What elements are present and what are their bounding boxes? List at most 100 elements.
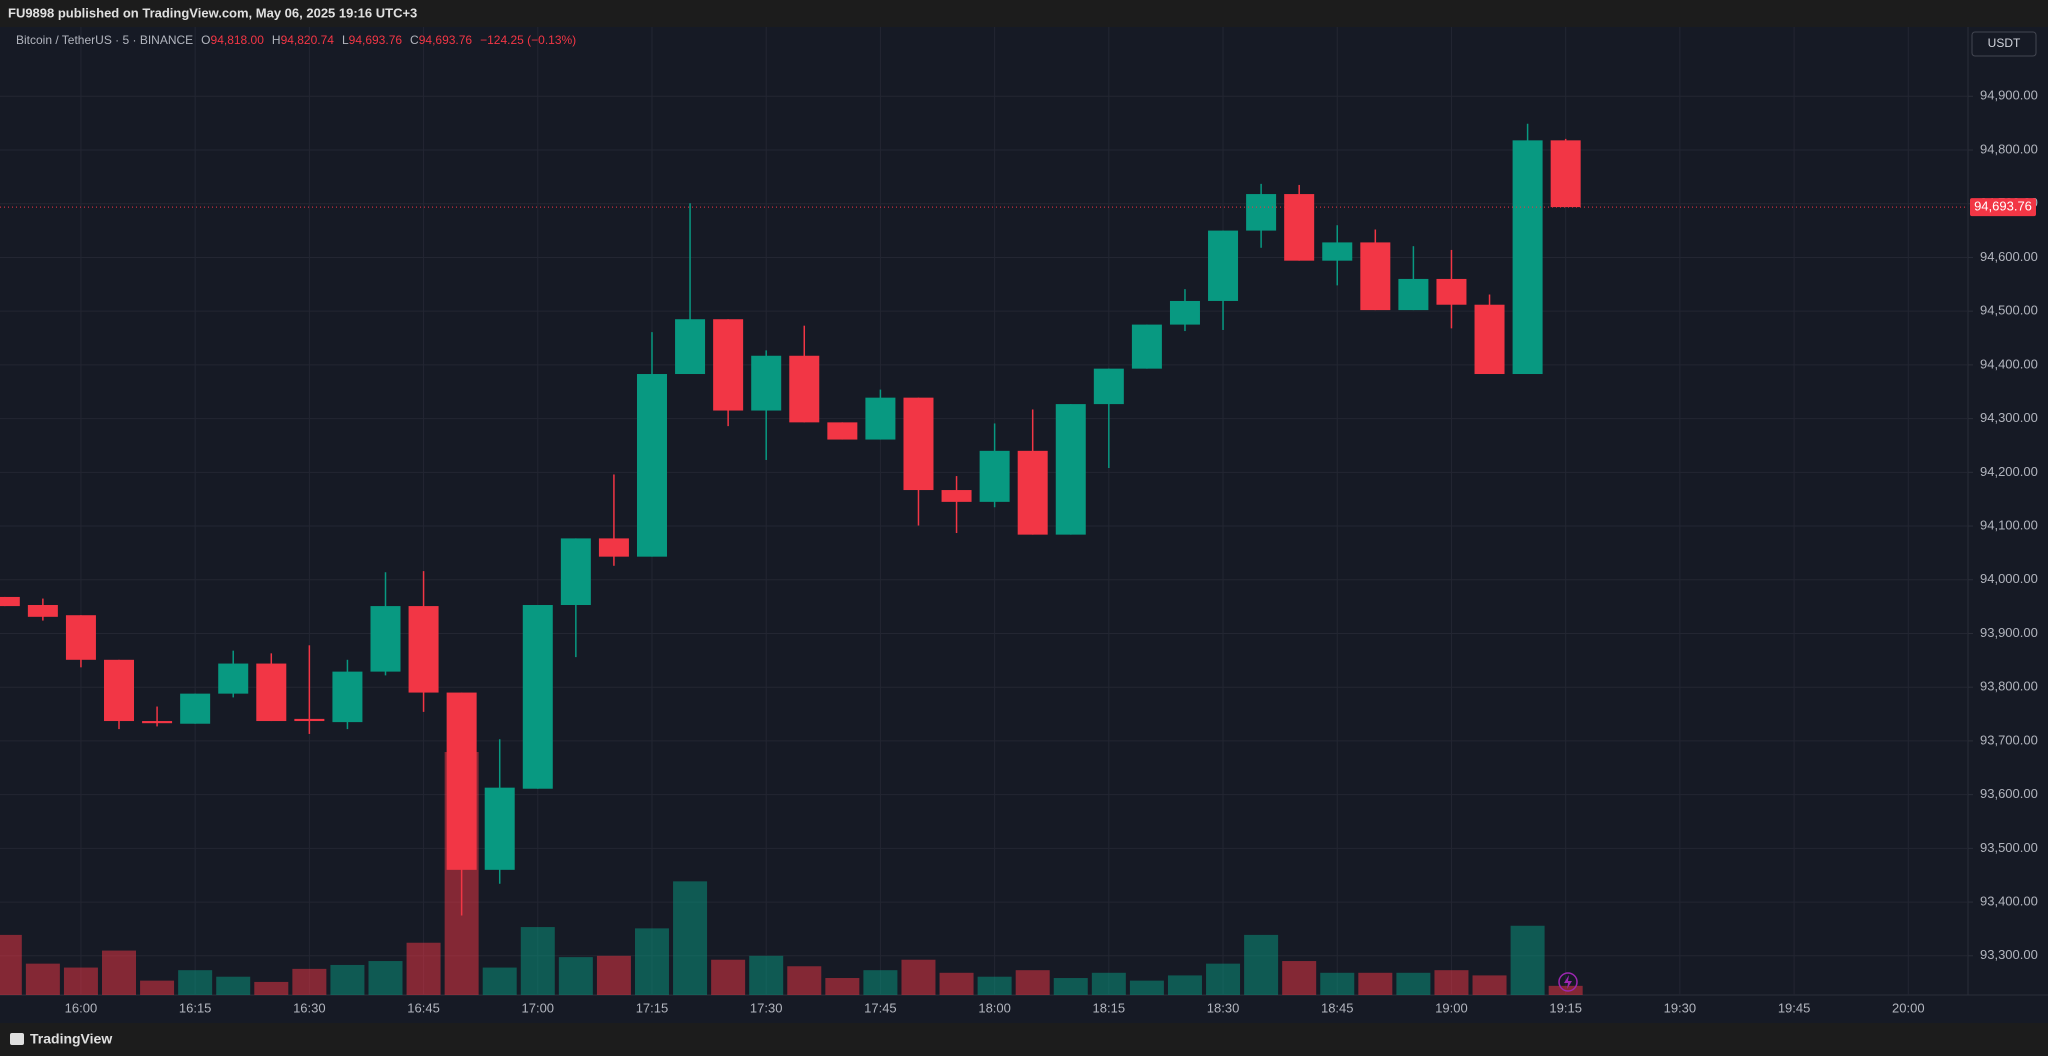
y-tick-label: 93,900.00 [1980, 625, 2038, 640]
candle-body [1055, 404, 1086, 535]
y-tick-label: 94,900.00 [1980, 88, 2038, 103]
candle-body [675, 319, 706, 375]
volume-bar [1434, 970, 1469, 995]
volume-bar [901, 959, 936, 995]
volume-bar [63, 967, 98, 995]
y-tick-label: 93,300.00 [1980, 947, 2038, 962]
ohlc-key: H [272, 33, 281, 47]
candle-body [65, 615, 96, 660]
y-tick-label: 94,300.00 [1980, 410, 2038, 425]
change-value: −124.25 (−0.13%) [480, 33, 576, 47]
volume-bar [1472, 975, 1507, 995]
last-price-label: 94,693.76 [1974, 199, 2032, 214]
volume-bar [673, 881, 708, 995]
candle-body [1398, 278, 1429, 311]
y-tick-label: 93,800.00 [1980, 679, 2038, 694]
brand-logo [10, 1033, 24, 1045]
candle-body [1474, 304, 1505, 375]
candle-body [332, 671, 363, 723]
currency-button[interactable] [1971, 31, 2037, 57]
x-tick-label: 18:45 [1321, 1000, 1354, 1015]
volume-bar [1091, 972, 1126, 995]
y-tick-label: 94,100.00 [1980, 517, 2038, 532]
candle-body [1512, 140, 1543, 375]
last-price-box [1970, 198, 2036, 217]
volume-bar [330, 964, 365, 995]
candle-body [142, 721, 173, 724]
y-tick-label: 94,400.00 [1980, 356, 2038, 371]
volume-bar [292, 968, 327, 995]
candle-body [1322, 242, 1353, 261]
volume-bar [1244, 934, 1279, 995]
volume-bar [1510, 925, 1545, 995]
candle-body [636, 374, 667, 557]
volume-bar [1053, 978, 1088, 995]
volume-bar [482, 967, 517, 995]
x-tick-label: 19:15 [1549, 1000, 1582, 1015]
volume-bar [749, 955, 784, 995]
candle-body [256, 663, 287, 722]
candle-body [0, 596, 20, 607]
volume-bar [0, 934, 22, 995]
volume-bar [1015, 970, 1050, 995]
candle-body [484, 787, 515, 870]
candle-body [751, 355, 782, 411]
x-tick-label: 19:00 [1435, 1000, 1468, 1015]
volume-bar [25, 963, 60, 995]
volume-bar [787, 966, 822, 995]
x-tick-label: 18:00 [978, 1000, 1011, 1015]
volume-bar [939, 972, 974, 995]
y-tick-label: 93,700.00 [1980, 732, 2038, 747]
candle-body [370, 606, 401, 672]
volume-bar [140, 980, 175, 995]
candle-body [1208, 230, 1239, 301]
candle-body [446, 692, 477, 870]
candle-body [1017, 450, 1048, 535]
candle-body [1550, 140, 1581, 208]
candle-body [180, 693, 211, 724]
volume-bar [558, 957, 593, 995]
ohlc-key: O [201, 33, 210, 47]
y-tick-label: 93,600.00 [1980, 786, 2038, 801]
candle-body [598, 538, 629, 557]
volume-bar [254, 981, 289, 995]
volume-bar [368, 961, 403, 995]
y-tick-label: 94,600.00 [1980, 249, 2038, 264]
candle-body [218, 663, 249, 694]
x-tick-label: 16:45 [407, 1000, 440, 1015]
volume-bar [1396, 972, 1431, 995]
volume-bar [634, 928, 669, 995]
volume-bar [1167, 975, 1202, 995]
candle-body [1436, 278, 1467, 305]
x-tick-label: 17:00 [522, 1000, 555, 1015]
volume-bar [216, 976, 251, 995]
volume-bar [178, 970, 213, 995]
candle-body [979, 450, 1010, 502]
candle-body [560, 538, 591, 606]
volume-bar [863, 970, 898, 995]
candle-body [27, 605, 58, 617]
ohlc-value: 94,820.74 [281, 33, 335, 47]
y-tick-label: 93,400.00 [1980, 894, 2038, 909]
symbol-legend: Bitcoin / TetherUS · 5 · BINANCE O94,818.… [16, 33, 576, 47]
volume-bar [1358, 972, 1393, 995]
ohlc-value: 94,693.76 [349, 33, 403, 47]
volume-bar [520, 927, 555, 995]
event-icon[interactable] [1558, 972, 1578, 992]
candle-body [294, 718, 325, 722]
volume-bar [102, 950, 137, 995]
candle-body [865, 397, 896, 440]
x-tick-label: 16:15 [179, 1000, 212, 1015]
candle-body [1131, 324, 1162, 369]
x-tick-label: 16:30 [293, 1000, 326, 1015]
volume-bar [1129, 980, 1164, 995]
x-tick-label: 17:45 [864, 1000, 897, 1015]
y-tick-label: 93,500.00 [1980, 840, 2038, 855]
candle-body [1360, 242, 1391, 311]
x-tick-label: 18:30 [1207, 1000, 1240, 1015]
ohlc-value: 94,818.00 [211, 33, 265, 47]
event-icon-bolt [1564, 975, 1572, 989]
currency-label[interactable]: USDT [1988, 36, 2021, 50]
